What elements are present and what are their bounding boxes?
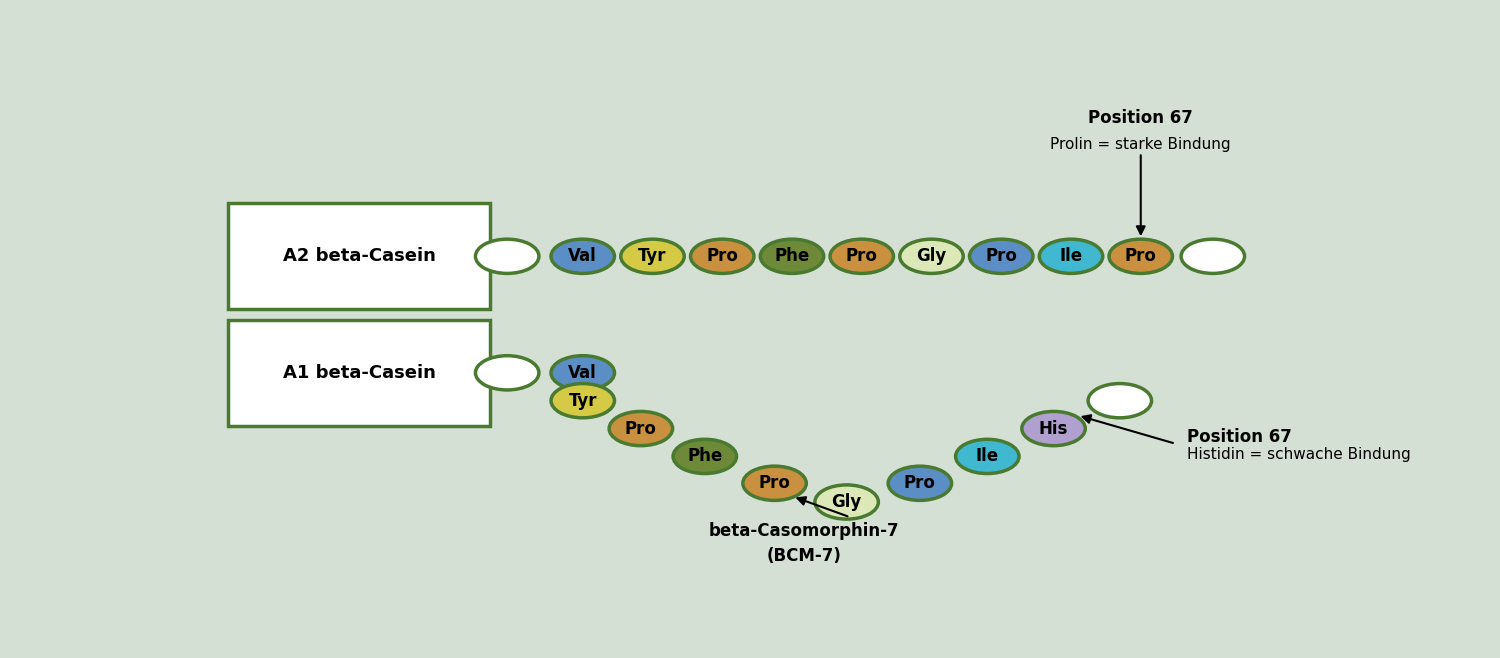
- Text: Phe: Phe: [774, 247, 810, 265]
- Text: Ile: Ile: [975, 447, 999, 465]
- Ellipse shape: [550, 239, 615, 274]
- Text: Pro: Pro: [904, 474, 936, 492]
- Ellipse shape: [550, 356, 615, 390]
- Text: (BCM-7): (BCM-7): [766, 547, 842, 565]
- Text: Tyr: Tyr: [639, 247, 666, 265]
- Text: Ile: Ile: [1059, 247, 1083, 265]
- Ellipse shape: [969, 239, 1034, 274]
- Ellipse shape: [1088, 384, 1152, 418]
- Ellipse shape: [621, 239, 684, 274]
- Ellipse shape: [742, 466, 807, 500]
- Text: Position 67: Position 67: [1188, 428, 1292, 446]
- Text: Val: Val: [568, 247, 597, 265]
- Ellipse shape: [1040, 239, 1102, 274]
- Text: Pro: Pro: [759, 474, 790, 492]
- Ellipse shape: [674, 440, 736, 474]
- Text: beta-Casomorphin-7: beta-Casomorphin-7: [708, 522, 898, 540]
- Ellipse shape: [476, 356, 538, 390]
- Ellipse shape: [888, 466, 951, 500]
- FancyBboxPatch shape: [228, 203, 489, 309]
- Text: Pro: Pro: [1125, 247, 1156, 265]
- Text: Pro: Pro: [626, 420, 657, 438]
- Text: His: His: [1040, 420, 1068, 438]
- Text: Pro: Pro: [846, 247, 877, 265]
- Ellipse shape: [476, 239, 538, 274]
- Ellipse shape: [815, 485, 879, 519]
- Text: Gly: Gly: [831, 493, 862, 511]
- FancyBboxPatch shape: [228, 320, 489, 426]
- Text: Pro: Pro: [706, 247, 738, 265]
- Ellipse shape: [956, 440, 1018, 474]
- Ellipse shape: [550, 384, 615, 418]
- Ellipse shape: [609, 411, 672, 445]
- Text: Tyr: Tyr: [568, 392, 597, 410]
- Text: Position 67: Position 67: [1089, 109, 1192, 128]
- Ellipse shape: [900, 239, 963, 274]
- Ellipse shape: [760, 239, 824, 274]
- Text: A1 beta-Casein: A1 beta-Casein: [282, 364, 435, 382]
- Text: A2 beta-Casein: A2 beta-Casein: [282, 247, 435, 265]
- Ellipse shape: [1180, 239, 1245, 274]
- Text: Prolin = starke Bindung: Prolin = starke Bindung: [1050, 138, 1232, 152]
- Text: Pro: Pro: [986, 247, 1017, 265]
- Ellipse shape: [690, 239, 754, 274]
- Ellipse shape: [830, 239, 894, 274]
- Text: Phe: Phe: [687, 447, 723, 465]
- Ellipse shape: [1022, 411, 1086, 445]
- Ellipse shape: [1108, 239, 1173, 274]
- Text: Val: Val: [568, 364, 597, 382]
- Text: Gly: Gly: [916, 247, 946, 265]
- Text: Histidin = schwache Bindung: Histidin = schwache Bindung: [1188, 447, 1411, 462]
